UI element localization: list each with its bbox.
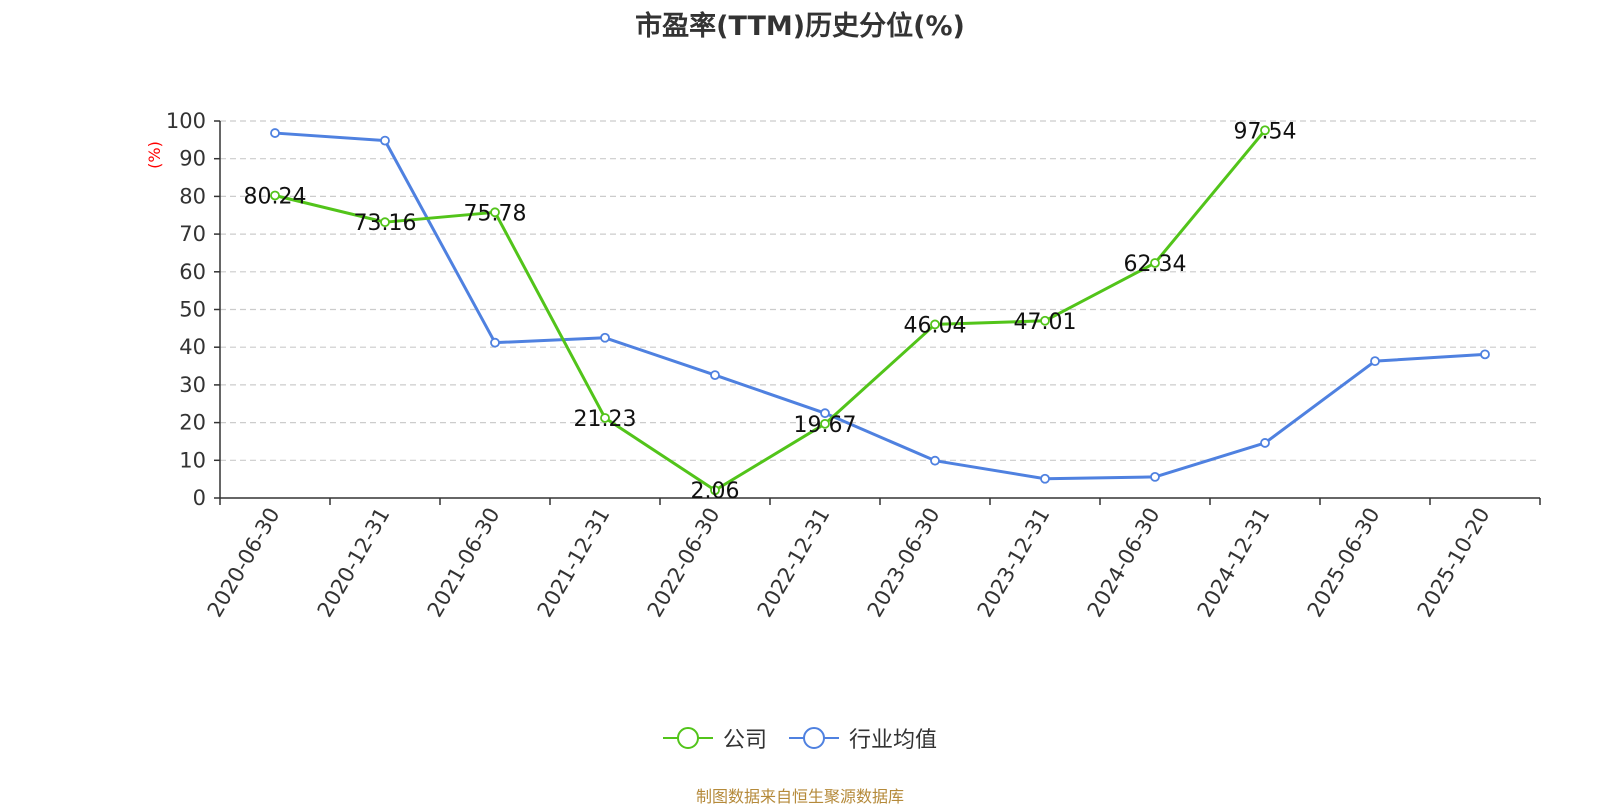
legend-marker-industry-average — [789, 727, 839, 749]
y-tick-label: 60 — [179, 260, 206, 284]
series-line-company — [274, 129, 1267, 492]
y-tick-label: 40 — [179, 335, 206, 359]
data-point — [820, 408, 830, 419]
data-point — [270, 128, 280, 138]
data-point — [1150, 471, 1160, 482]
chart-title: 市盈率(TTM)历史分位(%) — [635, 11, 965, 42]
x-tick-label: 2025-06-30 — [1303, 504, 1385, 622]
legend-label-company: 公司 — [722, 728, 767, 753]
legend-label-industry-average: 行业均值 — [849, 728, 938, 753]
data-label: 2.06 — [691, 479, 740, 504]
series — [270, 125, 1490, 496]
y-tick-label: 30 — [179, 373, 206, 397]
y-tick-label: 90 — [179, 147, 206, 171]
data-point — [1370, 356, 1380, 367]
data-point — [710, 485, 720, 496]
data-point — [270, 190, 280, 201]
data-point — [820, 418, 830, 429]
data-point — [1260, 438, 1270, 448]
y-tick-label: 70 — [179, 222, 206, 246]
data-label: 46.04 — [904, 313, 967, 338]
data-label: 19.67 — [794, 413, 857, 438]
data-point — [1040, 473, 1050, 484]
x-tick-label: 2025-10-20 — [1413, 504, 1495, 622]
data-point — [600, 332, 610, 343]
source-note: 制图数据来自恒生聚源数据库 — [695, 787, 904, 806]
legend-item-company[interactable]: 公司 — [662, 722, 767, 754]
x-tick-label: 2021-06-30 — [423, 504, 505, 622]
x-tick-label: 2024-12-31 — [1193, 504, 1275, 622]
x-tick-label: 2022-12-31 — [753, 504, 835, 622]
data-point — [710, 370, 720, 380]
x-tick-label: 2023-06-30 — [863, 504, 945, 622]
legend-marker-company — [662, 727, 713, 749]
data-label: 75.78 — [464, 201, 527, 226]
grid-lines — [220, 120, 1540, 461]
data-point — [380, 135, 390, 146]
series-line-industry-average — [274, 131, 1486, 481]
data-point — [490, 207, 500, 218]
data-point — [1260, 125, 1270, 136]
x-tick-label: 2021-12-31 — [533, 504, 615, 622]
data-point — [1480, 349, 1490, 360]
data-label: 21.23 — [574, 407, 637, 432]
axes: 0 10 20 30 40 50 60 70 80 90 100 2020-06-30 2020-12-… — [166, 109, 1541, 622]
legend-item-industry-average[interactable]: 行业均值 — [789, 722, 937, 754]
y-tick-label: 20 — [179, 411, 206, 435]
data-point — [930, 455, 940, 466]
y-tick-label: 10 — [179, 448, 206, 472]
x-tick-label: 2020-12-31 — [313, 504, 395, 622]
x-tick-label: 2023-12-31 — [973, 504, 1055, 622]
data-point — [600, 413, 610, 423]
data-label: 97.54 — [1234, 119, 1297, 144]
data-point — [1150, 258, 1160, 268]
data-point — [930, 319, 940, 330]
data-label: 47.01 — [1014, 310, 1077, 335]
y-tick-label: 100 — [166, 109, 206, 133]
data-label: 80.24 — [244, 184, 307, 209]
x-tick-label: 2022-06-30 — [643, 504, 725, 622]
y-tick-label: 50 — [179, 298, 206, 322]
x-tick-label: 2024-06-30 — [1083, 504, 1165, 622]
data-point — [490, 337, 500, 348]
data-point — [380, 217, 390, 228]
x-tick-label: 2020-06-30 — [203, 504, 285, 622]
data-label: 73.16 — [354, 211, 417, 236]
data-point — [1040, 315, 1050, 326]
y-tick-label: 80 — [179, 184, 206, 208]
data-labels: 80.24 73.16 75.78 21.23 2.06 19.67 46.04 47.01 6… — [244, 119, 1297, 504]
y-tick-label: 0 — [193, 486, 206, 510]
legend: 公司 行业均值 — [0, 722, 1600, 754]
y-axis-label: (%) — [145, 141, 164, 169]
data-label: 62.34 — [1124, 252, 1187, 277]
